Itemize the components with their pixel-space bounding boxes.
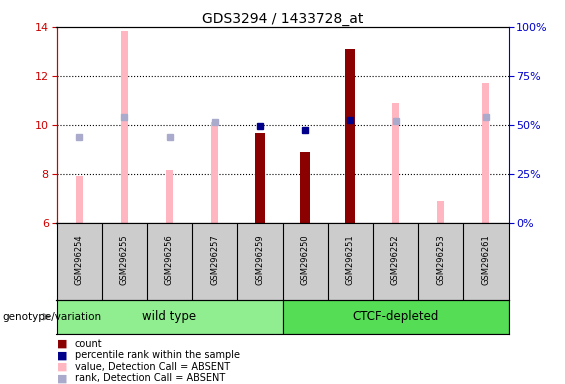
Bar xyxy=(345,49,355,223)
Bar xyxy=(255,133,265,223)
Text: rank, Detection Call = ABSENT: rank, Detection Call = ABSENT xyxy=(75,373,225,383)
Text: GSM296254: GSM296254 xyxy=(75,234,84,285)
Bar xyxy=(76,176,82,223)
Text: percentile rank within the sample: percentile rank within the sample xyxy=(75,350,240,360)
Text: CTCF-depleted: CTCF-depleted xyxy=(353,310,438,323)
Bar xyxy=(437,201,444,223)
Text: GSM296252: GSM296252 xyxy=(391,234,400,285)
Text: GSM296257: GSM296257 xyxy=(210,234,219,285)
Text: genotype/variation: genotype/variation xyxy=(3,312,102,322)
Text: value, Detection Call = ABSENT: value, Detection Call = ABSENT xyxy=(75,362,230,372)
Bar xyxy=(166,170,173,223)
Bar xyxy=(56,300,282,334)
Bar xyxy=(392,103,399,223)
Text: ■: ■ xyxy=(56,350,67,360)
Text: ■: ■ xyxy=(56,373,67,383)
Text: GDS3294 / 1433728_at: GDS3294 / 1433728_at xyxy=(202,12,363,25)
Text: GSM296255: GSM296255 xyxy=(120,234,129,285)
Text: GSM296256: GSM296256 xyxy=(165,234,174,285)
Text: ■: ■ xyxy=(56,362,67,372)
Text: GSM296261: GSM296261 xyxy=(481,234,490,285)
Bar xyxy=(483,83,489,223)
Text: GSM296253: GSM296253 xyxy=(436,234,445,285)
Text: ■: ■ xyxy=(56,339,67,349)
Bar xyxy=(211,122,218,223)
Bar xyxy=(282,300,508,334)
Text: count: count xyxy=(75,339,102,349)
Text: wild type: wild type xyxy=(142,310,197,323)
Text: GSM296259: GSM296259 xyxy=(255,234,264,285)
Bar xyxy=(300,152,310,223)
Text: GSM296250: GSM296250 xyxy=(301,234,310,285)
Text: GSM296251: GSM296251 xyxy=(346,234,355,285)
Bar xyxy=(121,31,128,223)
